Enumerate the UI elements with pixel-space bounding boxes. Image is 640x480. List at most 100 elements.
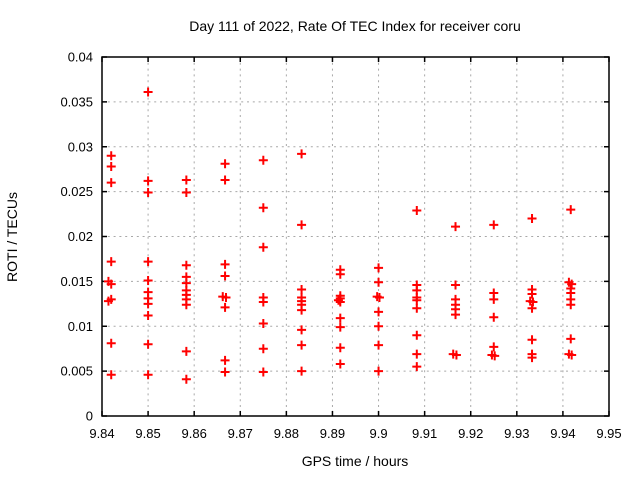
data-point-marker: [258, 242, 268, 252]
y-tick-label: 0: [86, 409, 93, 424]
data-point-marker: [106, 151, 116, 161]
data-point-marker: [297, 305, 307, 315]
data-point-marker: [220, 355, 230, 365]
data-point-marker: [106, 294, 116, 304]
data-point-marker: [527, 289, 537, 299]
data-point-marker: [566, 300, 576, 310]
data-point-marker: [527, 335, 537, 345]
data-point-marker: [106, 161, 116, 171]
data-point-marker: [451, 310, 461, 320]
data-point-marker: [297, 149, 307, 159]
data-point-marker: [374, 277, 384, 287]
data-point-marker: [489, 342, 499, 352]
data-point-marker: [181, 188, 191, 198]
data-point-marker: [335, 359, 345, 369]
data-point-marker: [220, 159, 230, 169]
data-point-marker: [258, 367, 268, 377]
x-axis-title: GPS time / hours: [302, 453, 409, 469]
data-point-marker: [335, 322, 345, 332]
data-point-marker: [335, 313, 345, 323]
data-point-marker: [181, 300, 191, 310]
x-tick-label: 9.88: [274, 426, 299, 441]
data-point-marker: [335, 343, 345, 353]
y-tick-label: 0.01: [68, 319, 93, 334]
data-point-marker: [106, 257, 116, 267]
data-point-marker: [297, 284, 307, 294]
data-point-marker: [374, 263, 384, 273]
data-point-marker: [258, 297, 268, 307]
y-tick-label: 0.005: [60, 364, 93, 379]
x-tick-label: 9.85: [135, 426, 160, 441]
data-point-marker: [489, 220, 499, 230]
data-point-marker: [335, 269, 345, 279]
data-point-marker: [527, 303, 537, 313]
data-point-marker: [220, 259, 230, 269]
data-point-marker: [258, 155, 268, 165]
data-point-marker: [181, 374, 191, 384]
data-point-marker: [297, 366, 307, 376]
data-point-marker: [106, 279, 116, 289]
gridlines: [102, 57, 609, 416]
y-tick-labels: 0 0.005 0.01 0.015 0.02 0.025 0.03 0.035 0.04: [60, 50, 93, 424]
data-point-marker: [374, 366, 384, 376]
data-point-marker: [181, 346, 191, 356]
data-point-marker: [143, 87, 153, 97]
data-point-marker: [374, 340, 384, 350]
data-point-marker: [567, 350, 577, 360]
x-tick-label: 9.95: [596, 426, 621, 441]
data-point-marker: [451, 350, 461, 360]
y-tick-label: 0.02: [68, 229, 93, 244]
x-tick-label: 9.94: [550, 426, 575, 441]
data-point-marker: [258, 319, 268, 329]
y-axis-title: ROTI / TECUs: [4, 192, 20, 282]
data-point-marker: [143, 339, 153, 349]
data-point-marker: [412, 349, 422, 359]
data-point-marker: [412, 303, 422, 313]
data-point-marker: [412, 205, 422, 215]
data-point-marker: [181, 260, 191, 270]
y-tick-label: 0.035: [60, 94, 93, 109]
data-point-marker: [297, 340, 307, 350]
x-tick-label: 9.91: [412, 426, 437, 441]
y-tick-label: 0.015: [60, 274, 93, 289]
data-point-marker: [220, 367, 230, 377]
x-tick-label: 9.9: [370, 426, 388, 441]
data-point-marker: [220, 302, 230, 312]
data-point-marker: [374, 307, 384, 317]
data-point-marker: [489, 294, 499, 304]
data-point-marker: [412, 362, 422, 372]
chart-title: Day 111 of 2022, Rate Of TEC Index for r…: [189, 18, 521, 34]
x-tick-labels: 9.84 9.85 9.86 9.87 9.88 9.89 9.9 9.91 9.92 9.93 9…: [89, 426, 621, 441]
data-point-marker: [106, 338, 116, 348]
data-point-marker: [143, 299, 153, 309]
data-point-marker: [527, 353, 537, 363]
data-point-marker: [451, 280, 461, 290]
data-point-marker: [143, 188, 153, 198]
data-point-marker: [143, 257, 153, 267]
x-tick-label: 9.92: [458, 426, 483, 441]
x-tick-label: 9.93: [504, 426, 529, 441]
data-point-marker: [412, 295, 422, 305]
data-point-marker: [451, 222, 461, 232]
data-point-marker: [258, 344, 268, 354]
data-point-marker: [335, 297, 345, 307]
data-point-marker: [220, 271, 230, 281]
data-point-marker: [566, 205, 576, 215]
data-point-marker: [106, 370, 116, 380]
x-tick-label: 9.87: [228, 426, 253, 441]
data-point-marker: [143, 275, 153, 285]
data-point-marker: [489, 312, 499, 322]
data-point-marker: [220, 175, 230, 185]
data-point-marker: [374, 321, 384, 331]
data-point-marker: [221, 293, 231, 303]
data-point-marker: [258, 203, 268, 213]
data-point-marker: [181, 175, 191, 185]
data-point-marker: [106, 178, 116, 188]
data-point-marker: [566, 334, 576, 344]
y-tick-label: 0.04: [68, 50, 93, 65]
x-tick-label: 9.84: [89, 426, 114, 441]
y-tick-label: 0.03: [68, 139, 93, 154]
data-point-marker: [143, 310, 153, 320]
